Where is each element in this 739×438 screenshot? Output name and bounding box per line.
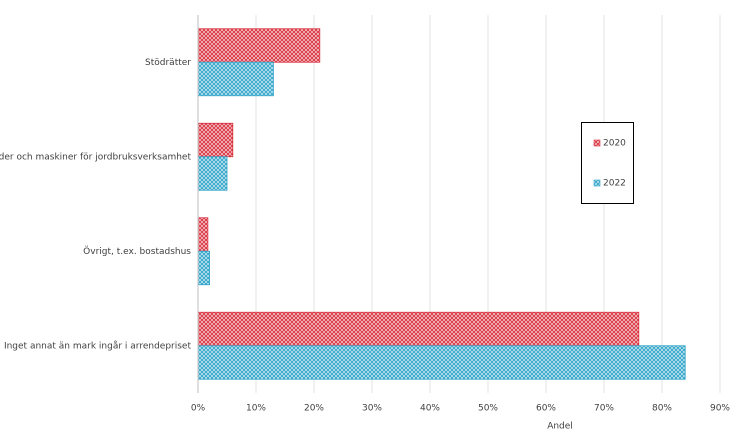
legend-label: 2020 bbox=[603, 139, 626, 149]
bar bbox=[197, 61, 274, 97]
legend: 2020 2022 bbox=[581, 122, 634, 204]
x-tick-label: 70% bbox=[594, 404, 614, 414]
bar bbox=[197, 156, 228, 191]
x-tick-label: 10% bbox=[246, 404, 266, 414]
x-tick-label: 20% bbox=[304, 404, 324, 414]
legend-swatch bbox=[593, 179, 601, 187]
bar bbox=[197, 217, 209, 252]
bar bbox=[197, 345, 686, 380]
x-tick-label: 30% bbox=[362, 404, 382, 414]
y-tick-label: Stödrätter bbox=[145, 58, 191, 68]
x-tick-label: 80% bbox=[652, 404, 672, 414]
legend-swatch bbox=[593, 139, 601, 147]
x-tick-label: 50% bbox=[478, 404, 498, 414]
legend-box bbox=[581, 122, 634, 204]
x-tick-label: 40% bbox=[420, 404, 440, 414]
bar bbox=[197, 122, 234, 158]
x-axis-title: Andel bbox=[547, 422, 573, 432]
legend-label: 2022 bbox=[603, 179, 626, 189]
y-tick-label: Byggnader och maskiner för jordbruksverk… bbox=[0, 152, 191, 162]
bar bbox=[197, 28, 321, 63]
y-tick-label: Inget annat än mark ingår i arrendeprise… bbox=[4, 340, 192, 351]
bar bbox=[197, 250, 210, 286]
y-tick-label: Övrigt, t.ex. bostadshus bbox=[83, 246, 191, 257]
x-tick-label: 60% bbox=[536, 404, 556, 414]
x-tick-label: 90% bbox=[710, 404, 730, 414]
bar bbox=[197, 311, 640, 347]
x-tick-label: 0% bbox=[191, 404, 206, 414]
